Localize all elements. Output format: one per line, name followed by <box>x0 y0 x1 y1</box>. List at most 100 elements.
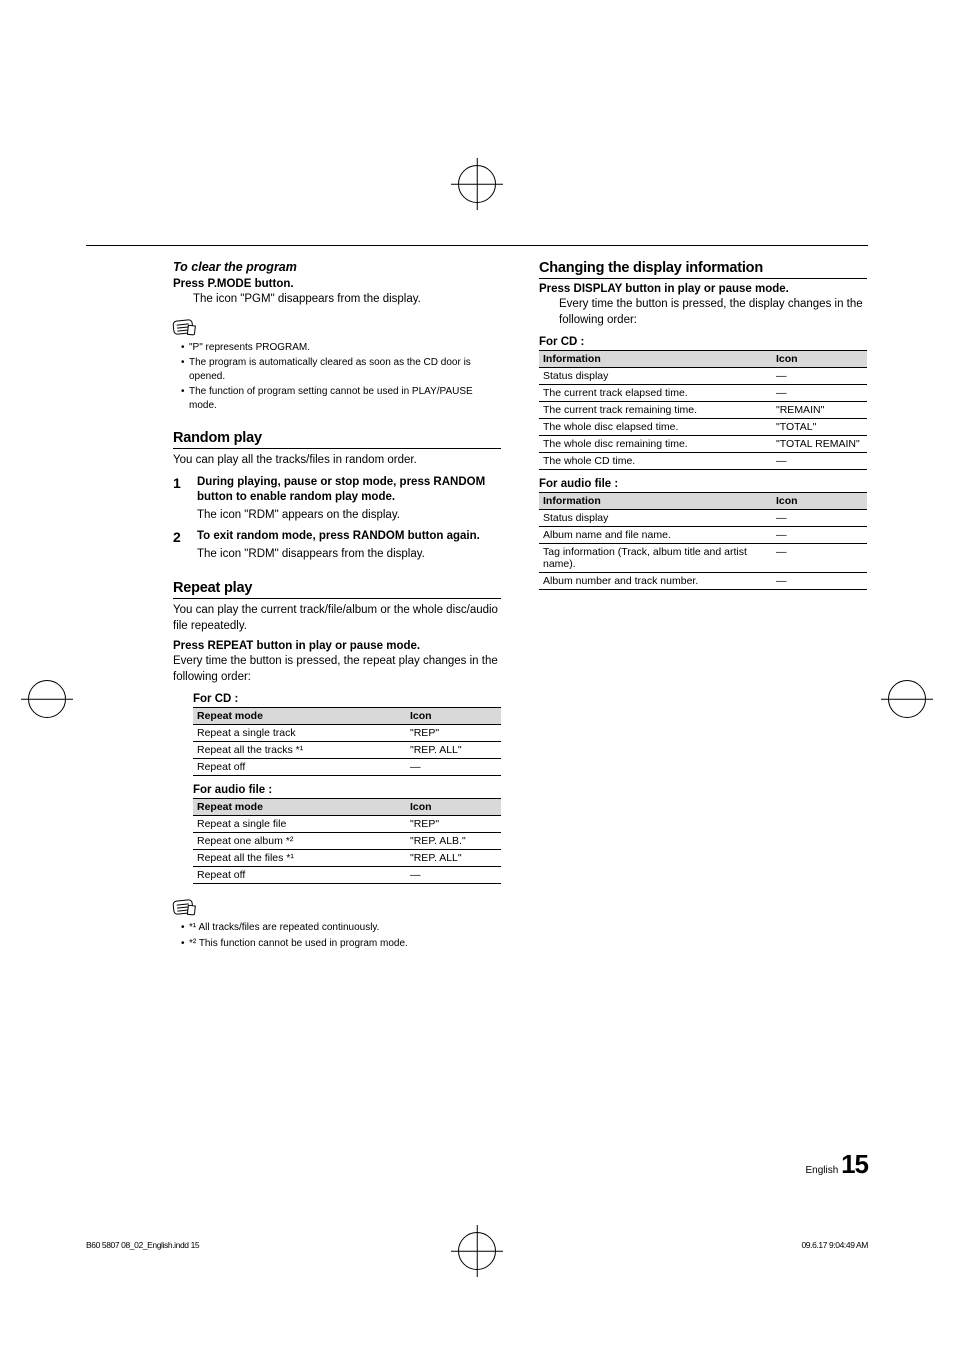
table-row: Repeat one album *²"REP. ALB." <box>193 833 501 850</box>
table-cell: The current track elapsed time. <box>539 385 772 402</box>
table-cell: "TOTAL" <box>772 419 867 436</box>
table-cell: "REP. ALL" <box>406 850 501 867</box>
page-language: English <box>805 1165 838 1176</box>
display-audio-table: Information Icon Status display—Album na… <box>539 492 867 590</box>
note-item: The function of program setting cannot b… <box>181 385 501 412</box>
step-body-text: The icon "RDM" disappears from the displ… <box>197 548 425 560</box>
step-number: 1 <box>173 475 187 524</box>
table-cell: "TOTAL REMAIN" <box>772 436 867 453</box>
table-cell: "REP. ALL" <box>406 742 501 759</box>
step: 1 During playing, pause or stop mode, pr… <box>173 475 501 524</box>
table-cell: — <box>406 867 501 884</box>
crop-mark-bottom <box>458 1232 496 1270</box>
table-cell: Repeat off <box>193 759 406 776</box>
step-number: 2 <box>173 529 187 562</box>
table-row: Repeat a single track"REP" <box>193 725 501 742</box>
table-row: The whole CD time.— <box>539 453 867 470</box>
table-cell: Status display <box>539 510 772 527</box>
table-row: Album name and file name.— <box>539 527 867 544</box>
note-item: The program is automatically cleared as … <box>181 356 501 383</box>
table-header: Information <box>539 351 772 368</box>
display-cd-table: Information Icon Status display—The curr… <box>539 350 867 470</box>
table-cell: The whole disc remaining time. <box>539 436 772 453</box>
crop-mark-right <box>888 680 926 718</box>
clear-program-instruction: Press P.MODE button. <box>173 278 501 290</box>
table-cell: "REP. ALB." <box>406 833 501 850</box>
table-row: Repeat off— <box>193 867 501 884</box>
table-row: Repeat all the tracks *¹"REP. ALL" <box>193 742 501 759</box>
table-cell: — <box>772 544 867 573</box>
table-cell: Album number and track number. <box>539 573 772 590</box>
table-cell: The whole disc elapsed time. <box>539 419 772 436</box>
table-cell: Repeat off <box>193 867 406 884</box>
table-cell: Repeat all the tracks *¹ <box>193 742 406 759</box>
table-cell: Repeat one album *² <box>193 833 406 850</box>
table-header: Icon <box>772 493 867 510</box>
changing-display-desc: Every time the button is pressed, the di… <box>539 297 867 328</box>
table-header: Icon <box>406 708 501 725</box>
note-item: "P" represents PROGRAM. <box>181 341 501 355</box>
table-cell: — <box>772 510 867 527</box>
table-cell: — <box>772 453 867 470</box>
repeat-footnotes: *¹ All tracks/files are repeated continu… <box>173 921 501 950</box>
changing-display-instruction: Press DISPLAY button in play or pause mo… <box>539 283 867 295</box>
footer-timestamp: 09.6.17 9:04:49 AM <box>801 1240 868 1250</box>
table-cell: Repeat a single file <box>193 816 406 833</box>
repeat-play-desc: Every time the button is pressed, the re… <box>173 654 501 685</box>
table-cell: Status display <box>539 368 772 385</box>
page-number-value: 15 <box>841 1149 868 1179</box>
table-row: The current track elapsed time.— <box>539 385 867 402</box>
table-row: Album number and track number.— <box>539 573 867 590</box>
clear-program-notes: "P" represents PROGRAM. The program is a… <box>173 341 501 413</box>
table-cell: "REP" <box>406 816 501 833</box>
repeat-cd-table: Repeat mode Icon Repeat a single track"R… <box>193 707 501 776</box>
left-column: To clear the program Press P.MODE button… <box>173 260 501 952</box>
random-play-heading: Random play <box>173 430 501 449</box>
repeat-audio-label: For audio file : <box>193 784 501 796</box>
repeat-audio-table: Repeat mode Icon Repeat a single file"RE… <box>193 798 501 884</box>
clear-program-body: The icon "PGM" disappears from the displ… <box>173 292 501 308</box>
repeat-play-heading: Repeat play <box>173 580 501 599</box>
table-cell: — <box>772 385 867 402</box>
repeat-play-instruction: Press REPEAT button in play or pause mod… <box>173 640 501 652</box>
right-column: Changing the display information Press D… <box>539 260 867 952</box>
step-bold: During playing, pause or stop mode, pres… <box>197 475 501 506</box>
table-row: Status display— <box>539 368 867 385</box>
table-cell: — <box>772 527 867 544</box>
table-header: Repeat mode <box>193 799 406 816</box>
table-header: Icon <box>406 799 501 816</box>
table-row: Repeat off— <box>193 759 501 776</box>
table-header: Repeat mode <box>193 708 406 725</box>
table-row: Status display— <box>539 510 867 527</box>
page-number: English 15 <box>805 1149 868 1180</box>
crop-mark-left <box>28 680 66 718</box>
footer-metadata: B60 5807 08_02_English.indd 15 09.6.17 9… <box>86 1240 868 1250</box>
random-play-intro: You can play all the tracks/files in ran… <box>173 453 501 469</box>
table-cell: — <box>406 759 501 776</box>
note-item: *² This function cannot be used in progr… <box>181 937 501 951</box>
step: 2 To exit random mode, press RANDOM butt… <box>173 529 501 562</box>
changing-display-heading: Changing the display information <box>539 260 867 279</box>
footer-filename: B60 5807 08_02_English.indd 15 <box>86 1240 199 1250</box>
top-horizontal-rule <box>86 245 868 246</box>
page-content: To clear the program Press P.MODE button… <box>0 0 954 952</box>
table-cell: "REP" <box>406 725 501 742</box>
table-row: Tag information (Track, album title and … <box>539 544 867 573</box>
table-cell: Tag information (Track, album title and … <box>539 544 772 573</box>
note-item: *¹ All tracks/files are repeated continu… <box>181 921 501 935</box>
table-row: The whole disc elapsed time."TOTAL" <box>539 419 867 436</box>
table-cell: — <box>772 368 867 385</box>
table-cell: Repeat a single track <box>193 725 406 742</box>
repeat-cd-label: For CD : <box>193 693 501 705</box>
step-bold: To exit random mode, press RANDOM button… <box>197 529 501 545</box>
note-icon <box>172 319 193 335</box>
step-body-text: The icon "RDM" appears on the display. <box>197 509 400 521</box>
display-audio-label: For audio file : <box>539 478 867 490</box>
table-header: Icon <box>772 351 867 368</box>
table-header: Information <box>539 493 772 510</box>
table-row: The current track remaining time."REMAIN… <box>539 402 867 419</box>
table-cell: "REMAIN" <box>772 402 867 419</box>
table-row: The whole disc remaining time."TOTAL REM… <box>539 436 867 453</box>
table-cell: The whole CD time. <box>539 453 772 470</box>
note-icon <box>172 899 193 915</box>
